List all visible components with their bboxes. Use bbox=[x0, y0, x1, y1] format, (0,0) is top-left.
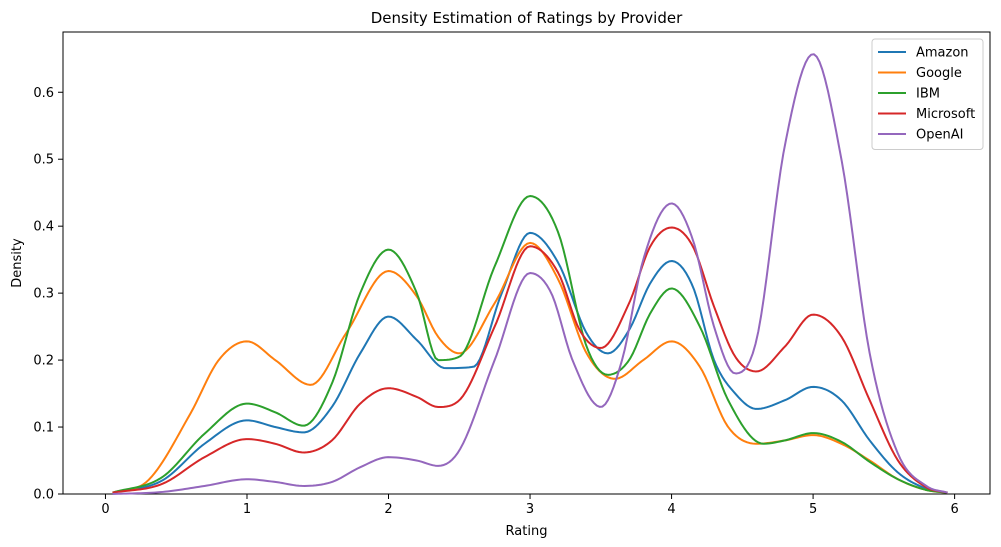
x-axis: 0 1 2 3 4 5 6 bbox=[101, 494, 959, 517]
y-tick-label: 0.0 bbox=[33, 488, 54, 503]
y-tick-label: 0.1 bbox=[33, 421, 54, 436]
x-tick-label: 2 bbox=[384, 502, 392, 517]
legend-box bbox=[871, 38, 984, 150]
legend-label: OpenAI bbox=[916, 128, 963, 143]
y-tick-label: 0.6 bbox=[33, 86, 54, 101]
plot-area-frame bbox=[62, 31, 991, 495]
x-tick-label: 5 bbox=[809, 502, 817, 517]
x-tick-label: 6 bbox=[950, 502, 958, 517]
x-axis-label: Rating bbox=[506, 524, 548, 539]
y-tick-label: 0.4 bbox=[33, 220, 54, 235]
y-axis: 0.0 0.1 0.2 0.3 0.4 0.5 0.6 bbox=[33, 86, 63, 503]
y-tick-label: 0.2 bbox=[33, 354, 54, 369]
x-tick-label: 1 bbox=[243, 502, 251, 517]
x-tick-label: 3 bbox=[526, 502, 534, 517]
legend-label: Google bbox=[916, 66, 962, 81]
chart-title: Density Estimation of Ratings by Provide… bbox=[371, 9, 683, 27]
series-line-openai bbox=[112, 53, 948, 495]
legend: Amazon Google IBM Microsoft OpenAI bbox=[871, 38, 984, 150]
series-line-ibm bbox=[112, 195, 948, 494]
legend-label: Amazon bbox=[916, 46, 969, 61]
series-line-google bbox=[112, 241, 948, 494]
legend-label: IBM bbox=[916, 87, 940, 102]
series-line-amazon bbox=[112, 231, 948, 494]
y-tick-label: 0.3 bbox=[33, 287, 54, 302]
y-tick-label: 0.5 bbox=[33, 153, 54, 168]
series-layer bbox=[112, 53, 948, 495]
y-axis-label: Density bbox=[10, 238, 25, 288]
x-tick-label: 0 bbox=[101, 502, 109, 517]
series-line-microsoft bbox=[112, 226, 948, 494]
x-tick-label: 4 bbox=[667, 502, 675, 517]
legend-label: Microsoft bbox=[916, 107, 975, 122]
